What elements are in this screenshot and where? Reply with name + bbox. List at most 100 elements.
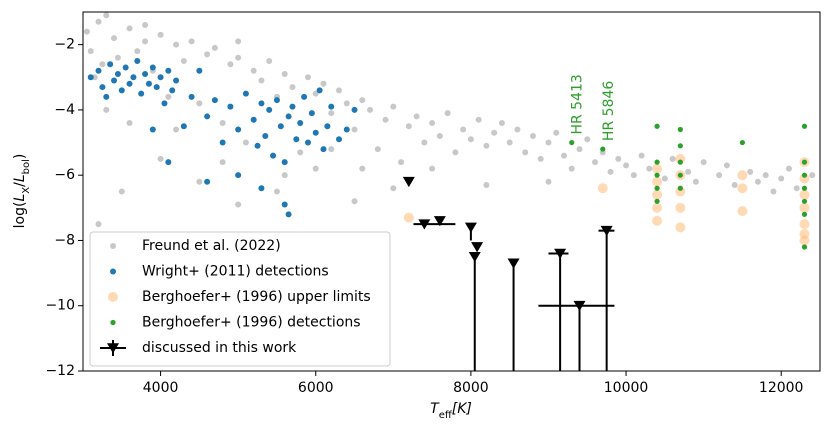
point	[343, 126, 350, 133]
point	[211, 44, 218, 51]
x-tick-label: 4000	[143, 380, 179, 396]
legend-label: Berghoefer+ (1996) upper limits	[142, 289, 371, 305]
point	[569, 139, 575, 146]
point	[149, 126, 156, 133]
point	[716, 172, 723, 179]
point	[568, 165, 575, 172]
point	[367, 106, 374, 113]
point	[514, 126, 521, 133]
legend-box	[89, 231, 391, 367]
point	[103, 93, 110, 100]
point	[592, 159, 599, 166]
legend-marker	[110, 268, 116, 275]
point	[242, 90, 249, 97]
point	[188, 93, 195, 100]
point	[638, 152, 645, 159]
point	[584, 136, 591, 143]
point	[254, 142, 261, 149]
point	[297, 149, 304, 156]
point	[304, 74, 311, 81]
point	[235, 38, 242, 45]
point	[114, 71, 121, 78]
legend-marker	[108, 292, 118, 302]
point	[219, 119, 226, 126]
plot-area	[83, 12, 816, 371]
point	[95, 67, 102, 74]
x-tick-label: 10000	[604, 380, 649, 396]
point	[277, 123, 284, 130]
point	[258, 185, 265, 192]
legend-label: Freund et al. (2022)	[142, 238, 281, 254]
point	[351, 106, 358, 113]
point	[324, 123, 331, 130]
point	[801, 159, 808, 165]
point	[452, 149, 459, 156]
y-tick-label: −12	[45, 363, 75, 379]
point	[685, 168, 692, 175]
point	[204, 113, 211, 120]
point	[498, 119, 505, 126]
x-tick-label: 12000	[759, 380, 804, 396]
point	[250, 116, 257, 123]
triangle-marker	[600, 225, 613, 237]
legend-label: discussed in this work	[142, 340, 297, 356]
point	[403, 212, 414, 223]
point	[675, 202, 686, 213]
point	[227, 103, 234, 110]
point	[258, 77, 265, 84]
point	[111, 35, 118, 42]
triangle-marker	[507, 258, 520, 269]
point	[308, 110, 315, 117]
point	[328, 146, 335, 153]
point	[285, 113, 292, 120]
point	[130, 74, 137, 81]
legend-marker	[107, 343, 119, 354]
point	[669, 155, 676, 162]
point	[652, 202, 663, 213]
point	[157, 31, 164, 38]
legend-marker	[110, 319, 116, 326]
point	[483, 142, 490, 149]
point	[196, 67, 203, 74]
point	[652, 176, 663, 187]
point	[142, 71, 149, 78]
point	[336, 136, 343, 143]
point	[281, 201, 288, 208]
point	[153, 84, 160, 91]
point	[475, 116, 482, 123]
x-tick-label: 6000	[298, 380, 334, 396]
point	[281, 159, 288, 166]
y-label-part: X	[21, 187, 32, 194]
point	[173, 41, 180, 48]
point	[297, 119, 304, 126]
point	[258, 100, 265, 107]
point	[801, 244, 808, 250]
point	[801, 172, 808, 178]
point	[390, 103, 397, 110]
triangle-marker	[402, 176, 415, 188]
y-label-part: L	[12, 174, 28, 182]
point	[762, 172, 769, 179]
point	[675, 222, 686, 233]
point	[204, 178, 211, 185]
point	[111, 77, 118, 84]
point	[107, 61, 114, 68]
point	[235, 126, 242, 133]
point	[157, 74, 164, 81]
point	[165, 159, 172, 166]
point	[304, 139, 311, 146]
point	[99, 61, 106, 68]
y-tick-label: −10	[45, 298, 75, 314]
point	[785, 165, 792, 172]
point	[429, 165, 436, 172]
y-label-part: )	[12, 154, 28, 159]
point	[173, 126, 180, 133]
point	[646, 165, 653, 172]
point	[483, 181, 490, 188]
point	[677, 185, 683, 191]
point	[312, 129, 319, 136]
y-tick-label: −4	[54, 102, 75, 118]
point	[118, 188, 125, 195]
point	[157, 155, 164, 162]
point	[630, 172, 637, 179]
